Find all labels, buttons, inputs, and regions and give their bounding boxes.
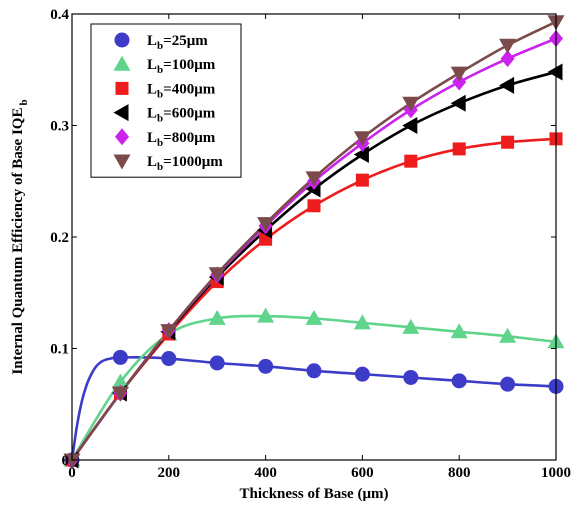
legend-marker xyxy=(114,32,130,48)
axis-ticks: 0 200 400 600 800 1000 0 0.1 0.2 0.3 0.4 xyxy=(50,7,571,481)
y-axis-title-main: Internal Quantum Efficiency of Base IQE xyxy=(10,108,26,375)
data-point xyxy=(450,94,466,112)
data-point xyxy=(499,38,517,54)
data-point xyxy=(500,376,516,392)
data-point xyxy=(501,135,515,149)
legend: Lb=25μm Lb=100μm Lb=400μm Lb=600μm Lb=800μm L… xyxy=(90,23,242,178)
data-point xyxy=(402,96,420,112)
y-tick-label: 0.4 xyxy=(50,7,69,23)
y-tick-label: 0.2 xyxy=(50,230,69,246)
x-tick-label: 600 xyxy=(351,465,374,481)
data-point xyxy=(209,355,225,371)
x-axis-title: Thickness of Base (μm) xyxy=(240,486,389,502)
y-tick-label: 0 xyxy=(62,453,70,469)
series-line-1 xyxy=(70,314,557,461)
y-axis-title: Internal Quantum Efficiency of Base IQE b xyxy=(10,99,30,374)
x-tick-label: 800 xyxy=(448,465,471,481)
data-point xyxy=(403,369,419,385)
series-lines xyxy=(70,20,557,461)
data-point xyxy=(305,171,323,187)
data-point xyxy=(499,76,515,94)
legend-label: Lb=600μm xyxy=(147,106,216,125)
legend-label: Lb=800μm xyxy=(147,130,216,149)
y-tick-label: 0.3 xyxy=(50,119,69,135)
data-point xyxy=(450,323,468,339)
legend-marker xyxy=(113,104,129,122)
data-point xyxy=(353,145,369,163)
data-point xyxy=(353,131,371,147)
legend-marker xyxy=(113,55,131,71)
data-point xyxy=(499,327,517,343)
data-point xyxy=(450,66,468,82)
data-point xyxy=(353,314,371,330)
data-point xyxy=(111,386,129,402)
data-point xyxy=(404,154,418,168)
legend-box xyxy=(90,23,242,178)
data-point xyxy=(257,307,275,323)
x-tick-label: 400 xyxy=(254,465,277,481)
x-tick-label: 1000 xyxy=(541,465,571,481)
y-tick-label: 0.1 xyxy=(50,342,69,358)
data-point xyxy=(305,309,323,325)
data-point xyxy=(161,351,177,367)
data-point xyxy=(160,324,178,340)
data-point xyxy=(402,117,418,134)
legend-label: Lb=100μm xyxy=(147,57,216,76)
data-point xyxy=(354,366,370,382)
data-point xyxy=(355,173,369,187)
x-tick-label: 200 xyxy=(158,465,181,481)
data-point xyxy=(258,358,274,374)
legend-label: Lb=400μm xyxy=(147,81,216,100)
legend-marker xyxy=(115,128,129,146)
data-point xyxy=(257,217,275,233)
data-point xyxy=(402,318,420,334)
data-point xyxy=(111,373,129,389)
legend-marker xyxy=(113,154,131,170)
data-point xyxy=(452,73,467,91)
y-axis-title-subscript: b xyxy=(18,99,30,105)
legend-marker xyxy=(115,81,129,95)
data-point xyxy=(208,309,226,325)
series-line-5 xyxy=(70,20,557,461)
data-point xyxy=(112,349,128,365)
data-point xyxy=(547,63,563,81)
data-point xyxy=(307,199,321,213)
data-point xyxy=(451,373,467,389)
data-point xyxy=(208,267,226,283)
data-point xyxy=(306,363,322,379)
data-point xyxy=(452,142,466,156)
legend-label: Lb=1000μm xyxy=(147,154,223,173)
legend-label: Lb=25μm xyxy=(147,33,208,52)
data-point xyxy=(500,50,515,68)
data-point xyxy=(63,453,81,469)
x-tick-label: 0 xyxy=(68,465,76,481)
